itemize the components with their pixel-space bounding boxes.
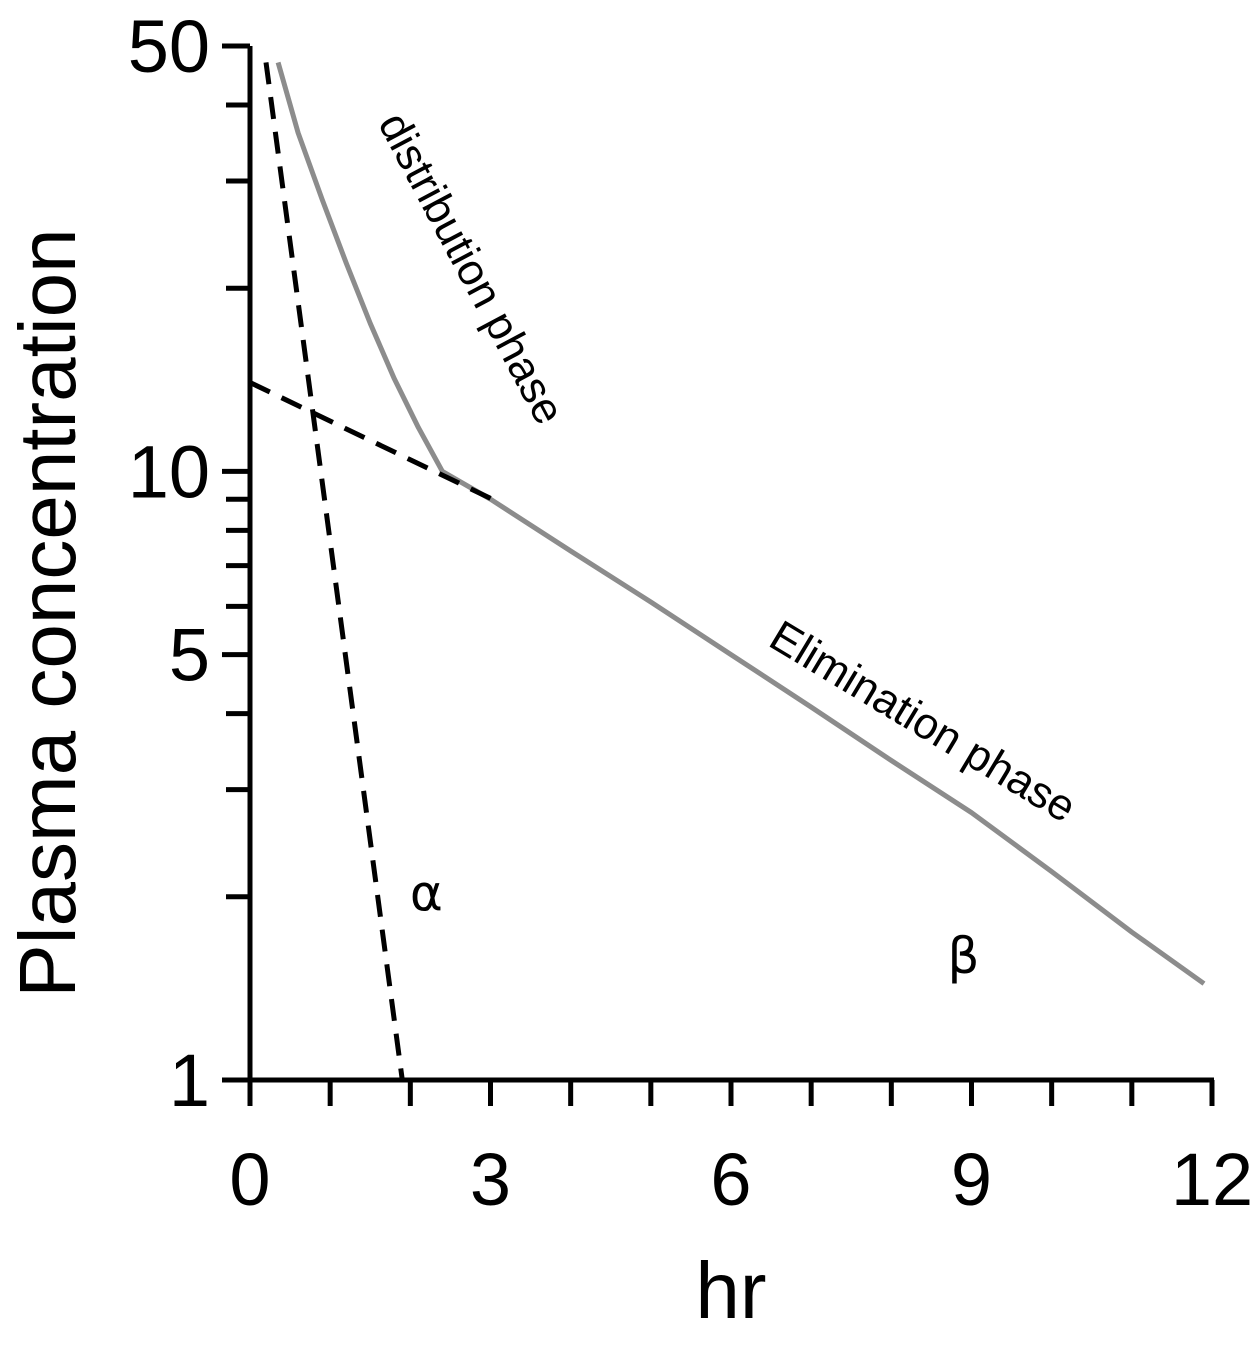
y-tick-label: 5 [169,614,210,697]
x-axis-title: hr [695,1246,766,1335]
x-tick-label: 12 [1171,1138,1253,1221]
y-tick-label: 10 [128,430,210,513]
x-tick-label: 9 [951,1138,992,1221]
dashed-asymptote-line-2 [248,380,500,505]
y-tick-label: 1 [169,1039,210,1122]
concentration-curve [275,61,1206,986]
axes: 1 5 10 50 0 3 6 9 12 [128,5,1253,1221]
alpha-label: α [410,864,443,922]
annotations-group: distribution phase Elimination phase α β [369,105,1085,985]
x-tick-label: 6 [710,1138,751,1221]
x-tick-label: 0 [229,1138,270,1221]
series-group [248,61,1206,1081]
dashed-asymptote-line-1 [263,62,405,1081]
y-tick-label: 50 [128,5,210,88]
elimination-phase-label: Elimination phase [761,611,1084,832]
beta-label: β [948,927,980,985]
x-tick-label: 3 [470,1138,511,1221]
y-axis-title: Plasma concentration [3,228,92,997]
distribution-phase-label: distribution phase [369,105,574,433]
